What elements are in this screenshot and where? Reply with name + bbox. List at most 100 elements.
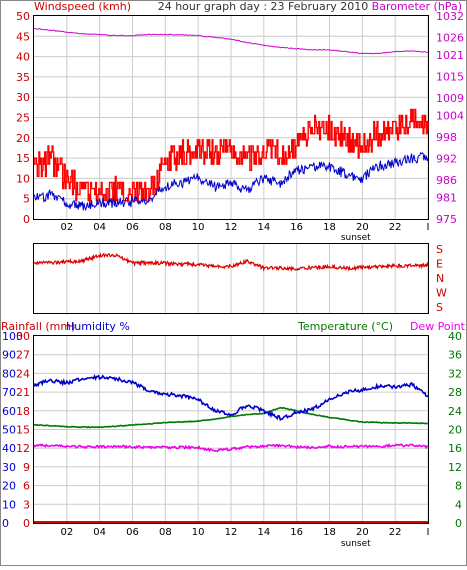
barometer-tick-label: 1021 bbox=[436, 49, 464, 62]
temp-x-tick-label: 08 bbox=[159, 527, 172, 538]
rainfall-tick-label: 9 bbox=[23, 461, 30, 474]
temperature-axis-title: Temperature (°C) bbox=[297, 320, 393, 333]
direction-axis-label: N bbox=[436, 272, 444, 285]
wind-x-tick-label: 22 bbox=[389, 222, 402, 233]
rainfall-tick-label: 30 bbox=[16, 330, 30, 343]
temperature-tick-label: 28 bbox=[448, 386, 462, 399]
windspeed-tick-label: 15 bbox=[16, 152, 30, 165]
temp-panel-frame bbox=[33, 335, 429, 524]
rainfall-tick-label: 6 bbox=[23, 480, 30, 493]
wind-x-tick-label: 12 bbox=[225, 222, 238, 233]
humidity-tick-label: 50 bbox=[2, 424, 16, 437]
temp-x-tick-label: 10 bbox=[192, 527, 205, 538]
rainfall-tick-label: 0 bbox=[23, 517, 30, 530]
barometer-tick-label: 981 bbox=[436, 192, 457, 205]
temp-x-tick-label: 20 bbox=[356, 527, 369, 538]
barometer-tick-label: 998 bbox=[436, 131, 457, 144]
chart-title: 24 hour graph day : 23 February 2010 bbox=[158, 0, 369, 13]
humidity-tick-label: 40 bbox=[2, 442, 16, 455]
direction-axis-label: S bbox=[436, 243, 443, 256]
wind-x-tick-label: 02 bbox=[60, 222, 73, 233]
wind-x-tick-label: I bbox=[427, 222, 430, 233]
windspeed-tick-label: 40 bbox=[16, 51, 30, 64]
rainfall-tick-label: 12 bbox=[16, 442, 30, 455]
barometer-line bbox=[33, 28, 429, 55]
temp-x-tick-label: 12 bbox=[225, 527, 238, 538]
rainfall-tick-label: 18 bbox=[16, 405, 30, 418]
direction-axis-label: S bbox=[436, 301, 443, 314]
wind-x-tick-label: 18 bbox=[323, 222, 336, 233]
rainfall-tick-label: 21 bbox=[16, 386, 30, 399]
wind-x-tick-label: 14 bbox=[257, 222, 270, 233]
temperature-tick-label: 36 bbox=[448, 349, 462, 362]
temperature-tick-label: 40 bbox=[448, 330, 462, 343]
temperature-line bbox=[33, 406, 429, 429]
humidity-line bbox=[33, 374, 429, 422]
barometer-tick-label: 992 bbox=[436, 152, 457, 165]
windspeed-axis-title: Windspeed (kmh) bbox=[34, 0, 131, 13]
rainfall-tick-label: 3 bbox=[23, 498, 30, 511]
temp-x-tick-label: 18 bbox=[323, 527, 336, 538]
temperature-tick-label: 0 bbox=[455, 517, 462, 530]
direction-axis-label: W bbox=[436, 287, 447, 300]
rainfall-tick-label: 24 bbox=[16, 367, 30, 380]
rainfall-tick-label: 15 bbox=[16, 424, 30, 437]
barometer-tick-label: 1004 bbox=[436, 110, 464, 123]
windspeed-tick-label: 0 bbox=[23, 213, 30, 226]
barometer-tick-label: 1032 bbox=[436, 10, 464, 23]
humidity-tick-label: 30 bbox=[2, 461, 16, 474]
windspeed-tick-label: 35 bbox=[16, 71, 30, 84]
temperature-tick-label: 20 bbox=[448, 424, 462, 437]
barometer-tick-label: 1015 bbox=[436, 71, 464, 84]
wind-max-line bbox=[34, 108, 429, 202]
rainfall-axis-title: Rainfall (mm) bbox=[1, 320, 75, 333]
humidity-tick-label: 20 bbox=[2, 480, 16, 493]
humidity-tick-label: 10 bbox=[2, 498, 16, 511]
windspeed-tick-label: 5 bbox=[23, 193, 30, 206]
dewpoint-line bbox=[33, 443, 429, 453]
temperature-tick-label: 4 bbox=[455, 498, 462, 511]
barometer-axis-title: Barometer (hPa) bbox=[372, 0, 462, 13]
barometer-tick-label: 1026 bbox=[436, 31, 464, 44]
temp-x-tick-label: 16 bbox=[290, 527, 303, 538]
wind-panel-frame bbox=[33, 15, 429, 220]
temperature-tick-label: 16 bbox=[448, 442, 462, 455]
windspeed-tick-label: 20 bbox=[16, 132, 30, 145]
windspeed-tick-label: 45 bbox=[16, 30, 30, 43]
humidity-tick-label: 0 bbox=[2, 517, 9, 530]
barometer-tick-label: 986 bbox=[436, 174, 457, 187]
temp-x-tick-label: 14 bbox=[257, 527, 270, 538]
sunset-annotation: sunset bbox=[341, 233, 371, 243]
barometer-tick-label: 975 bbox=[436, 213, 457, 226]
temp-x-tick-label: 22 bbox=[389, 527, 402, 538]
direction-axis-label: E bbox=[436, 258, 443, 271]
wind-x-tick-label: 08 bbox=[159, 222, 172, 233]
wind-x-tick-label: 20 bbox=[356, 222, 369, 233]
humidity-tick-label: 60 bbox=[2, 405, 16, 418]
wind-direction-line bbox=[33, 252, 429, 273]
humidity-tick-label: 90 bbox=[2, 349, 16, 362]
wind-avg-line bbox=[33, 152, 429, 212]
temp-x-tick-label: 04 bbox=[93, 527, 106, 538]
wind-x-tick-label: 04 bbox=[93, 222, 106, 233]
temp-x-tick-label: I bbox=[427, 527, 430, 538]
temperature-tick-label: 32 bbox=[448, 367, 462, 380]
humidity-axis-title: Humidity % bbox=[66, 320, 130, 333]
humidity-tick-label: 100 bbox=[2, 330, 23, 343]
direction-panel-frame bbox=[33, 243, 429, 314]
windspeed-tick-label: 10 bbox=[16, 172, 30, 185]
humidity-tick-label: 70 bbox=[2, 386, 16, 399]
temp-x-tick-label: 02 bbox=[60, 527, 73, 538]
humidity-tick-label: 80 bbox=[2, 367, 16, 380]
windspeed-tick-label: 25 bbox=[16, 112, 30, 125]
sunset-annotation: sunset bbox=[341, 539, 371, 549]
temperature-tick-label: 24 bbox=[448, 405, 462, 418]
dewpoint-axis-title: Dew Point bbox=[410, 320, 466, 333]
rainfall-tick-label: 27 bbox=[16, 349, 30, 362]
wind-x-tick-label: 06 bbox=[126, 222, 139, 233]
